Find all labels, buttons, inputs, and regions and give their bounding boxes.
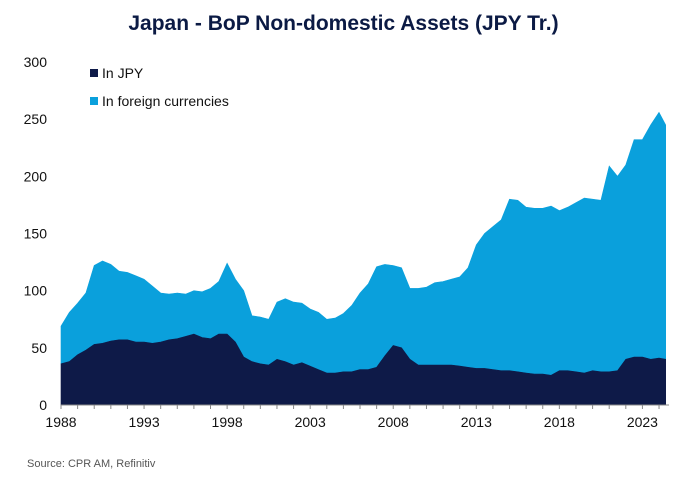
x-tick-label: 2023 bbox=[627, 414, 658, 430]
x-tick-label: 2003 bbox=[295, 414, 326, 430]
series-areas bbox=[60, 111, 666, 406]
y-tick-label: 0 bbox=[39, 397, 47, 413]
chart-title: Japan - BoP Non-domestic Assets (JPY Tr.… bbox=[128, 12, 559, 35]
x-tick-label: 2008 bbox=[378, 414, 409, 430]
legend-label-foreign: In foreign currencies bbox=[102, 93, 229, 109]
legend: In JPY In foreign currencies bbox=[90, 64, 229, 120]
x-tick-label: 2013 bbox=[461, 414, 492, 430]
y-tick-label: 200 bbox=[24, 168, 48, 184]
x-tick-label: 2018 bbox=[544, 414, 575, 430]
y-tick-label: 150 bbox=[24, 226, 48, 242]
y-tick-label: 300 bbox=[24, 54, 48, 70]
legend-swatch-foreign bbox=[90, 97, 98, 105]
legend-item-jpy: In JPY bbox=[90, 64, 229, 82]
y-axis: 0 50 100 150 200 250 300 bbox=[24, 54, 48, 413]
x-tick-label: 1988 bbox=[45, 414, 76, 430]
y-tick-label: 250 bbox=[24, 111, 48, 127]
x-tick-label: 1998 bbox=[212, 414, 243, 430]
x-axis: 1988 1993 1998 2003 2008 2013 2018 2023 bbox=[45, 404, 669, 430]
legend-swatch-jpy bbox=[90, 69, 98, 77]
x-tick-label: 1993 bbox=[128, 414, 159, 430]
legend-item-foreign: In foreign currencies bbox=[90, 92, 229, 110]
legend-label-jpy: In JPY bbox=[102, 65, 144, 81]
y-tick-label: 100 bbox=[24, 283, 48, 299]
area-in-foreign-currencies bbox=[60, 111, 666, 376]
y-tick-label: 50 bbox=[31, 340, 47, 356]
source-note: Source: CPR AM, Refinitiv bbox=[27, 458, 156, 470]
